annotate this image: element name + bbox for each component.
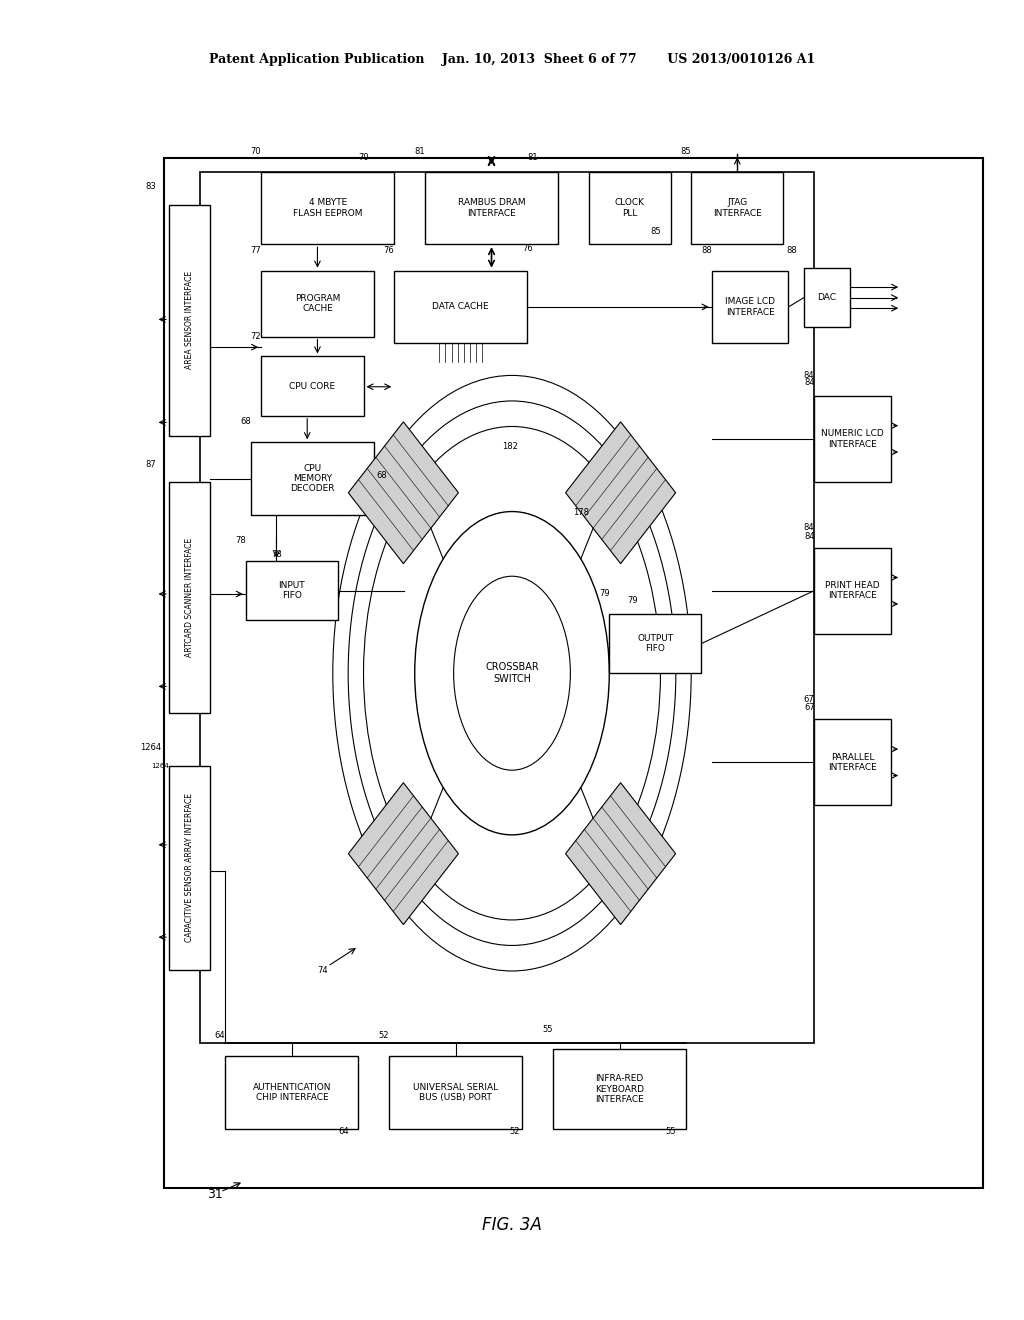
Text: AUTHENTICATION
CHIP INTERFACE: AUTHENTICATION CHIP INTERFACE (253, 1082, 331, 1102)
Text: 84: 84 (805, 532, 815, 541)
Text: 72: 72 (251, 331, 261, 341)
Text: 70: 70 (358, 153, 369, 162)
Bar (814, 719, 891, 805)
Text: NUMERIC LCD
INTERFACE: NUMERIC LCD INTERFACE (821, 429, 884, 449)
Text: 88: 88 (786, 247, 797, 256)
Text: CPU CORE: CPU CORE (289, 381, 336, 391)
Bar (246, 561, 338, 620)
Text: ARTCARD SCANNER INTERFACE: ARTCARD SCANNER INTERFACE (185, 537, 194, 657)
Text: 87: 87 (145, 459, 156, 469)
Bar (200, 172, 814, 1043)
Bar (389, 1056, 522, 1129)
Bar (225, 1056, 358, 1129)
Bar (169, 482, 210, 713)
Text: 78: 78 (271, 550, 282, 560)
Bar (553, 1049, 686, 1129)
Text: UNIVERSAL SERIAL
BUS (USB) PORT: UNIVERSAL SERIAL BUS (USB) PORT (413, 1082, 499, 1102)
Text: JTAG
INTERFACE: JTAG INTERFACE (713, 198, 762, 218)
Text: 178: 178 (573, 508, 590, 517)
Bar (261, 172, 394, 244)
Text: 55: 55 (666, 1127, 676, 1137)
Polygon shape (565, 422, 676, 564)
Text: 70: 70 (251, 147, 261, 156)
Text: 78: 78 (236, 536, 246, 545)
Bar (589, 172, 671, 244)
Text: 88: 88 (701, 246, 712, 255)
Text: PARALLEL
INTERFACE: PARALLEL INTERFACE (828, 752, 877, 772)
Text: CLOCK
PLL: CLOCK PLL (614, 198, 645, 218)
Text: 84: 84 (805, 379, 815, 388)
Bar (814, 548, 891, 634)
Text: CROSSBAR
SWITCH: CROSSBAR SWITCH (485, 663, 539, 684)
Bar (261, 271, 374, 337)
Text: INFRA-RED
KEYBOARD
INTERFACE: INFRA-RED KEYBOARD INTERFACE (595, 1074, 644, 1104)
Text: Patent Application Publication    Jan. 10, 2013  Sheet 6 of 77       US 2013/001: Patent Application Publication Jan. 10, … (209, 53, 815, 66)
Polygon shape (348, 783, 459, 924)
Text: 81: 81 (415, 147, 425, 156)
Bar (394, 271, 527, 343)
Text: IMAGE LCD
INTERFACE: IMAGE LCD INTERFACE (725, 297, 775, 317)
Text: 52: 52 (379, 1031, 389, 1040)
Bar (691, 172, 783, 244)
Text: 68: 68 (377, 471, 387, 480)
Text: 81: 81 (527, 153, 538, 162)
Text: 79: 79 (628, 597, 638, 606)
Text: 182: 182 (502, 442, 518, 451)
Text: PROGRAM
CACHE: PROGRAM CACHE (295, 294, 340, 313)
Text: 77: 77 (251, 246, 261, 255)
Bar (814, 396, 891, 482)
Text: 64: 64 (215, 1031, 225, 1040)
Text: DATA CACHE: DATA CACHE (432, 302, 489, 312)
Text: CPU
MEMORY
DECODER: CPU MEMORY DECODER (290, 463, 335, 494)
Text: 64: 64 (338, 1127, 348, 1137)
Text: 83: 83 (145, 182, 156, 191)
Text: 74: 74 (317, 966, 328, 975)
Text: PRINT HEAD
INTERFACE: PRINT HEAD INTERFACE (825, 581, 880, 601)
Text: 84: 84 (804, 371, 814, 380)
Text: OUTPUT
FIFO: OUTPUT FIFO (637, 634, 674, 653)
Text: DAC: DAC (817, 293, 837, 302)
Text: 79: 79 (599, 589, 609, 598)
Text: 52: 52 (509, 1127, 519, 1137)
Text: 55: 55 (543, 1024, 553, 1034)
Polygon shape (565, 783, 676, 924)
Text: CAPACITIVE SENSOR ARRAY INTERFACE: CAPACITIVE SENSOR ARRAY INTERFACE (185, 793, 194, 942)
Text: 85: 85 (650, 227, 660, 236)
Bar (609, 614, 701, 673)
Bar (251, 442, 374, 515)
Polygon shape (348, 422, 459, 564)
Bar (164, 158, 983, 1188)
Text: 76: 76 (384, 246, 394, 255)
Text: AREA SENSOR INTERFACE: AREA SENSOR INTERFACE (185, 271, 194, 370)
Text: INPUT
FIFO: INPUT FIFO (279, 581, 305, 601)
Text: RAMBUS DRAM
INTERFACE: RAMBUS DRAM INTERFACE (458, 198, 525, 218)
Text: 76: 76 (522, 244, 532, 253)
Text: 1264: 1264 (152, 763, 169, 770)
Text: 1264: 1264 (140, 743, 161, 752)
Bar (804, 268, 850, 327)
Text: 84: 84 (804, 523, 814, 532)
Text: 4 MBYTE
FLASH EEPROM: 4 MBYTE FLASH EEPROM (293, 198, 362, 218)
Bar (425, 172, 558, 244)
Text: 67: 67 (805, 704, 815, 713)
Text: 85: 85 (681, 147, 691, 156)
Bar (169, 766, 210, 970)
Text: 68: 68 (241, 417, 251, 426)
Bar (712, 271, 788, 343)
Text: FIG. 3A: FIG. 3A (482, 1216, 542, 1234)
Text: 67: 67 (804, 694, 814, 704)
Text: 31: 31 (207, 1188, 223, 1201)
Bar (261, 356, 364, 416)
Bar (169, 205, 210, 436)
